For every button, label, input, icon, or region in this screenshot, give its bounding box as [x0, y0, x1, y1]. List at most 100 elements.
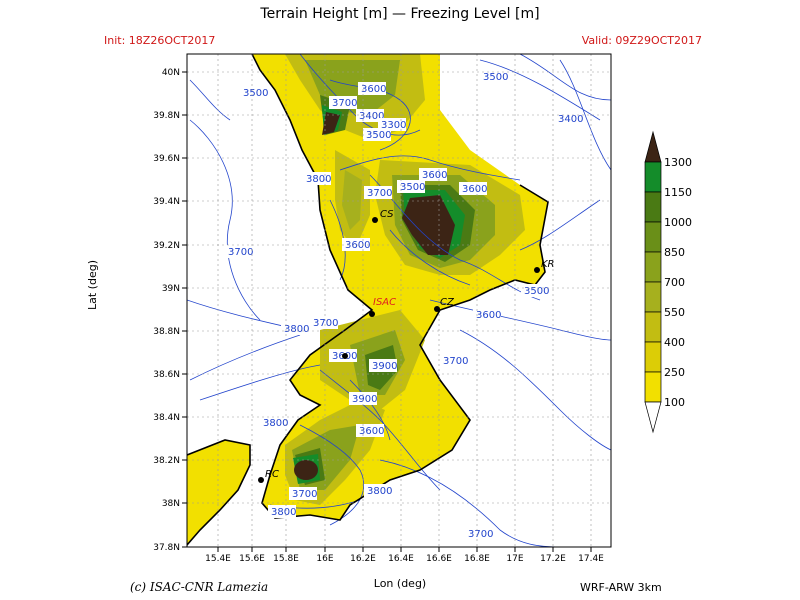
contour-label: 3600: [356, 424, 384, 437]
svg-text:3700: 3700: [468, 529, 493, 540]
colorbar-label: 550: [664, 306, 685, 319]
svg-text:3600: 3600: [462, 184, 487, 195]
svg-text:3500: 3500: [243, 88, 268, 99]
x-tick-label: 17E: [506, 554, 523, 564]
y-tick-label: 39N: [162, 284, 180, 294]
model-name: WRF-ARW 3km: [580, 581, 662, 594]
contour-labels: 3600 3700 3400 3300 3500 3500 3800 3700 …: [225, 70, 583, 540]
x-tick-label: 15.4E: [205, 554, 231, 564]
svg-text:3700: 3700: [367, 188, 392, 199]
y-tick-label: 39.6N: [153, 154, 180, 164]
contour-label: 3500: [480, 70, 508, 83]
colorbar-label: 1150: [664, 186, 692, 199]
y-tick-label: 38N: [162, 499, 180, 509]
colorbar-label: 100: [664, 396, 685, 409]
svg-text:3600: 3600: [345, 240, 370, 251]
svg-text:3800: 3800: [306, 174, 331, 185]
y-tick-label: 40N: [162, 68, 180, 78]
y-tick-label: 38.6N: [153, 370, 180, 380]
y-tick-labels: 37.8N 38N 38.2N 38.4N 38.6N 38.8N 39N 39…: [153, 68, 180, 553]
x-tick-label: 16E: [316, 554, 333, 564]
svg-text:3800: 3800: [284, 324, 309, 335]
map-title: Terrain Height [m] — Freezing Level [m]: [260, 6, 540, 22]
x-tick-label: 15.6E: [239, 554, 265, 564]
contour-label: 3900: [349, 392, 377, 405]
contour-label: 3600: [358, 82, 386, 95]
colorbar-label: 1000: [664, 216, 692, 229]
svg-text:3800: 3800: [367, 486, 392, 497]
contour-label: 3500: [397, 180, 425, 193]
contour-label: 3300: [378, 118, 406, 131]
svg-text:3500: 3500: [524, 286, 549, 297]
city-cs: CS: [372, 209, 394, 223]
x-axis-label: Lon (deg): [373, 577, 427, 590]
y-tick-label: 39.8N: [153, 111, 180, 121]
svg-text:3600: 3600: [361, 84, 386, 95]
contour-label: 3800: [364, 484, 392, 497]
y-tick-label: 39.2N: [153, 241, 180, 251]
svg-text:3400: 3400: [558, 114, 583, 125]
grid-lines: [187, 54, 611, 547]
contour-label: 3800: [303, 172, 331, 185]
x-tick-label: 17.4E: [578, 554, 604, 564]
svg-text:3700: 3700: [332, 98, 357, 109]
svg-text:3700: 3700: [228, 247, 253, 258]
contour-label: 3700: [329, 96, 357, 109]
x-tick-labels: 15.4E 15.6E 15.8E 16E 16.2E 16.4E 16.6E …: [205, 554, 604, 564]
x-tick-label: 17.2E: [540, 554, 566, 564]
contour-label: 3700: [440, 354, 468, 367]
svg-text:CZ: CZ: [440, 297, 455, 308]
colorbar: 1300 1150 1000 850 700 550 400 250 100: [644, 130, 692, 434]
svg-text:3500: 3500: [400, 182, 425, 193]
x-tick-label: 16.6E: [426, 554, 452, 564]
contour-label: 3700: [225, 245, 253, 258]
map-frame: [186, 53, 612, 548]
city-markers: CS KR CZ ISAC RC VV: [258, 209, 555, 483]
svg-text:3500: 3500: [366, 130, 391, 141]
contour-label: 3400: [555, 112, 583, 125]
sicily-land: [187, 440, 250, 545]
y-tick-label: 38.4N: [153, 413, 180, 423]
contour-label: 3900: [369, 359, 397, 372]
contour-label: 3600: [459, 182, 487, 195]
contour-label: 3700: [465, 527, 493, 540]
contour-label: 3700: [310, 316, 338, 329]
contour-label: 3500: [521, 284, 549, 297]
contour-label: 3600: [473, 308, 501, 321]
svg-text:3700: 3700: [443, 356, 468, 367]
y-tick-label: 38.2N: [153, 456, 180, 466]
x-tick-label: 16.8E: [464, 554, 490, 564]
x-tick-label: 15.8E: [273, 554, 299, 564]
city-vv: VV: [342, 353, 348, 359]
valid-time: Valid: 09Z29OCT2017: [581, 34, 702, 47]
svg-text:3700: 3700: [313, 318, 338, 329]
contour-label: 3500: [363, 128, 391, 141]
contour-label: 3800: [260, 416, 288, 429]
contour-label: 3800: [281, 322, 309, 335]
y-axis-label: Lat (deg): [86, 260, 99, 310]
city-cz: CZ: [434, 297, 455, 312]
x-tick-label: 16.2E: [350, 554, 376, 564]
svg-text:3300: 3300: [381, 120, 406, 131]
colorbar-label: 1300: [664, 156, 692, 169]
svg-text:KR: KR: [541, 259, 555, 270]
contour-label: 3600: [419, 168, 447, 181]
credit-text: (c) ISAC-CNR Lamezia: [130, 580, 269, 594]
svg-text:3600: 3600: [422, 170, 447, 181]
svg-text:RC: RC: [265, 469, 279, 480]
contour-label: 3500: [240, 86, 268, 99]
terrain-layer: [187, 54, 611, 547]
svg-text:3600: 3600: [359, 426, 384, 437]
contour-label: 3400: [356, 109, 384, 122]
city-rc: RC: [258, 469, 279, 483]
contour-label: 3800: [268, 505, 296, 518]
svg-text:3800: 3800: [271, 507, 296, 518]
contour-label: 3600: [342, 238, 370, 251]
colorbar-label: 400: [664, 336, 685, 349]
svg-text:3700: 3700: [292, 489, 317, 500]
svg-text:3900: 3900: [352, 394, 377, 405]
y-tick-label: 38.8N: [153, 327, 180, 337]
x-tick-label: 16.4E: [388, 554, 414, 564]
city-kr: KR: [534, 259, 555, 273]
svg-text:3500: 3500: [483, 72, 508, 83]
